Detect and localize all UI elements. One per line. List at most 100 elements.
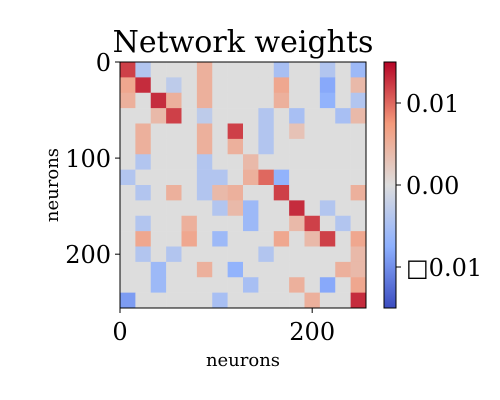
heatmap-cell <box>304 62 321 78</box>
heatmap-cell <box>350 246 367 263</box>
heatmap-cell <box>166 138 182 155</box>
heatmap-cell <box>273 231 290 247</box>
heatmap-cell <box>243 169 259 186</box>
heatmap-cell <box>258 261 275 278</box>
x-axis-label: neurons <box>206 350 280 371</box>
heatmap-cell <box>150 185 167 201</box>
heatmap-cell <box>212 185 228 201</box>
colorbar-tick-label: 0.01 <box>406 90 459 118</box>
y-tick-label: 0 <box>96 49 111 77</box>
heatmap-cell <box>289 200 305 217</box>
heatmap-cell <box>319 261 336 278</box>
heatmap-cell <box>258 169 275 186</box>
heatmap-cell <box>335 154 351 170</box>
y-axis-label: neurons <box>42 148 63 222</box>
heatmap-cell <box>150 138 167 155</box>
heatmap-cell <box>273 62 290 78</box>
heatmap-cell <box>289 246 305 263</box>
heatmap-cell <box>319 123 336 140</box>
heatmap-cell <box>243 246 259 263</box>
heatmap-cell <box>212 200 228 217</box>
heatmap-cell <box>304 215 321 232</box>
heatmap-cell <box>273 261 290 278</box>
heatmap-cell <box>150 261 167 278</box>
heatmap-cell <box>120 261 136 278</box>
heatmap-cell <box>350 154 367 170</box>
heatmap-cell <box>273 215 290 232</box>
heatmap-cell <box>304 154 321 170</box>
heatmap-cell <box>273 277 290 293</box>
heatmap-cell <box>258 185 275 201</box>
heatmap-cell <box>181 261 198 278</box>
heatmap-cell <box>289 123 305 140</box>
heatmap-cell <box>289 108 305 124</box>
heatmap-cell <box>135 215 152 232</box>
heatmap-cell <box>135 138 152 155</box>
heatmap-cell <box>335 92 351 109</box>
heatmap-cell <box>196 215 213 232</box>
heatmap-cell <box>227 185 244 201</box>
heatmap-cell <box>166 200 182 217</box>
heatmap-cell <box>273 123 290 140</box>
heatmap-cell <box>135 169 152 186</box>
heatmap-cell <box>120 92 136 109</box>
heatmap-cell <box>350 92 367 109</box>
heatmap-cell <box>150 154 167 170</box>
heatmap-cell <box>273 92 290 109</box>
heatmap-cell <box>289 77 305 94</box>
heatmap-cell <box>258 62 275 78</box>
heatmap-cell <box>181 215 198 232</box>
heatmap-cell <box>196 185 213 201</box>
heatmap-cell <box>243 108 259 124</box>
heatmap-cell <box>227 138 244 155</box>
heatmap-cell <box>196 231 213 247</box>
heatmap-cell <box>150 169 167 186</box>
heatmap-cell <box>166 62 182 78</box>
heatmap-cell <box>304 108 321 124</box>
heatmap-cell <box>166 277 182 293</box>
heatmap-cell <box>166 261 182 278</box>
heatmap-cell <box>243 123 259 140</box>
heatmap-cell <box>196 62 213 78</box>
heatmap-cell <box>258 77 275 94</box>
heatmap-cell <box>212 77 228 94</box>
heatmap-cell <box>304 92 321 109</box>
y-tick-label: 100 <box>65 145 111 173</box>
heatmap-cell <box>181 77 198 94</box>
heatmap-cell <box>212 62 228 78</box>
heatmap-cell <box>120 200 136 217</box>
heatmap-cell <box>181 123 198 140</box>
heatmap-cell <box>150 92 167 109</box>
heatmap-cell <box>150 62 167 78</box>
heatmap-cell <box>289 92 305 109</box>
heatmap-cell <box>273 108 290 124</box>
heatmap-cell <box>350 231 367 247</box>
heatmap-cell <box>319 292 336 309</box>
heatmap-cell <box>135 246 152 263</box>
heatmap-cell <box>212 292 228 309</box>
heatmap-cell <box>181 292 198 309</box>
heatmap-cell <box>335 246 351 263</box>
heatmap-cell <box>227 154 244 170</box>
heatmap-cell <box>196 277 213 293</box>
heatmap-cell <box>319 215 336 232</box>
heatmap-cell <box>289 154 305 170</box>
heatmap-cell <box>150 108 167 124</box>
heatmap-cell <box>227 62 244 78</box>
heatmap-cell <box>150 123 167 140</box>
heatmap-cell <box>227 108 244 124</box>
heatmap-cell <box>135 92 152 109</box>
heatmap-cell <box>243 231 259 247</box>
heatmap-cell <box>335 169 351 186</box>
heatmap-cell <box>273 185 290 201</box>
heatmap-cell <box>258 277 275 293</box>
heatmap-cell <box>319 77 336 94</box>
heatmap-cell <box>350 215 367 232</box>
heatmap-cell <box>289 261 305 278</box>
heatmap-cell <box>304 123 321 140</box>
heatmap-cell <box>150 246 167 263</box>
heatmap-cell <box>135 231 152 247</box>
heatmap-cell <box>335 261 351 278</box>
heatmap-cell <box>258 138 275 155</box>
heatmap-cell <box>120 246 136 263</box>
